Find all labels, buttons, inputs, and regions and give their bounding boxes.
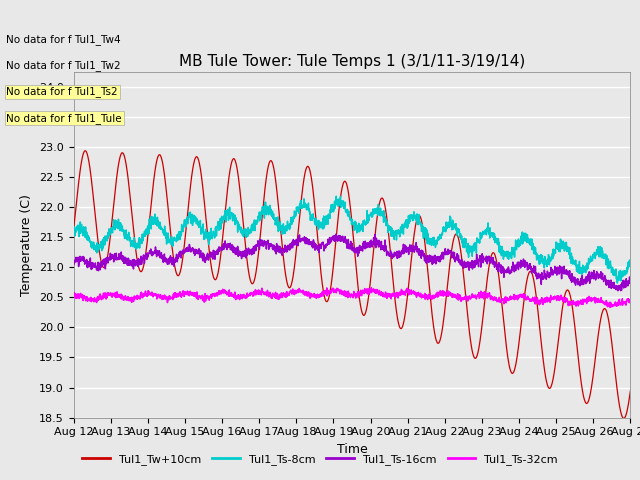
Text: No data for f Tul1_Tw2: No data for f Tul1_Tw2 (6, 60, 121, 71)
Title: MB Tule Tower: Tule Temps 1 (3/1/11-3/19/14): MB Tule Tower: Tule Temps 1 (3/1/11-3/19… (179, 54, 525, 70)
X-axis label: Time: Time (337, 443, 367, 456)
Text: No data for f Tul1_Tule: No data for f Tul1_Tule (6, 113, 122, 124)
Legend: Tul1_Tw+10cm, Tul1_Ts-8cm, Tul1_Ts-16cm, Tul1_Ts-32cm: Tul1_Tw+10cm, Tul1_Ts-8cm, Tul1_Ts-16cm,… (77, 450, 563, 469)
Text: No data for f Tul1_Ts2: No data for f Tul1_Ts2 (6, 86, 118, 97)
Y-axis label: Temperature (C): Temperature (C) (20, 194, 33, 296)
Text: No data for f Tul1_Tw4: No data for f Tul1_Tw4 (6, 34, 121, 45)
